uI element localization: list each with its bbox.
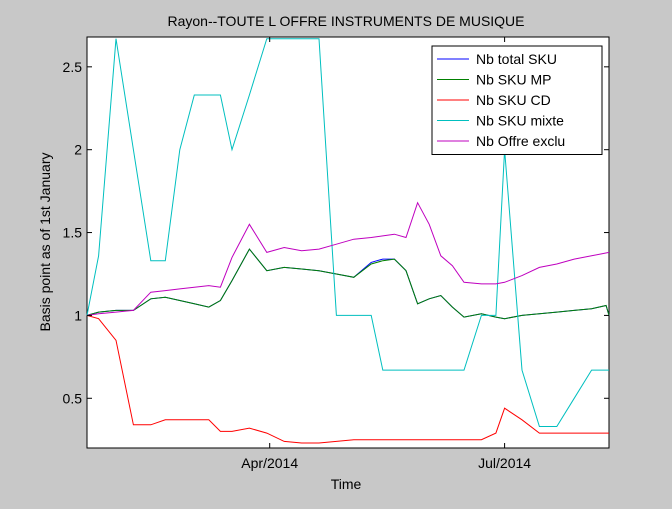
- legend-label: Nb total SKU: [476, 51, 557, 67]
- series-line-3: [86, 314, 609, 444]
- y-tick-label: 0.5: [63, 390, 83, 406]
- y-tick-label: 1: [74, 307, 82, 323]
- legend-label: Nb SKU CD: [476, 92, 551, 108]
- y-tick-label: 1.5: [63, 225, 83, 241]
- x-tick-label: Apr/2014: [241, 455, 298, 471]
- legend-label: Nb SKU MP: [476, 72, 551, 88]
- series-line-2: [86, 248, 610, 320]
- legend-label: Nb Offre exclu: [476, 133, 565, 149]
- chart-title: Rayon--TOUTE L OFFRE INSTRUMENTS DE MUSI…: [167, 13, 524, 29]
- y-axis-label: Basis point as of 1st January: [37, 153, 53, 332]
- x-tick-label: Jul/2014: [478, 455, 531, 471]
- legend: Nb total SKU Nb SKU MP Nb SKU CD Nb SKU mix…: [431, 45, 603, 155]
- series-line-5: [86, 201, 610, 316]
- series-line-4: [86, 38, 609, 427]
- y-tick-label: 2.5: [63, 59, 83, 75]
- ticks-layer: 0.5 1 1.5 2 2.5 Apr/2014 Jul/2014: [63, 37, 609, 471]
- legend-label: Nb SKU mixte: [476, 113, 564, 129]
- x-axis-label: Time: [331, 476, 362, 492]
- series-layer: [86, 38, 610, 444]
- y-tick-label: 2: [74, 142, 82, 158]
